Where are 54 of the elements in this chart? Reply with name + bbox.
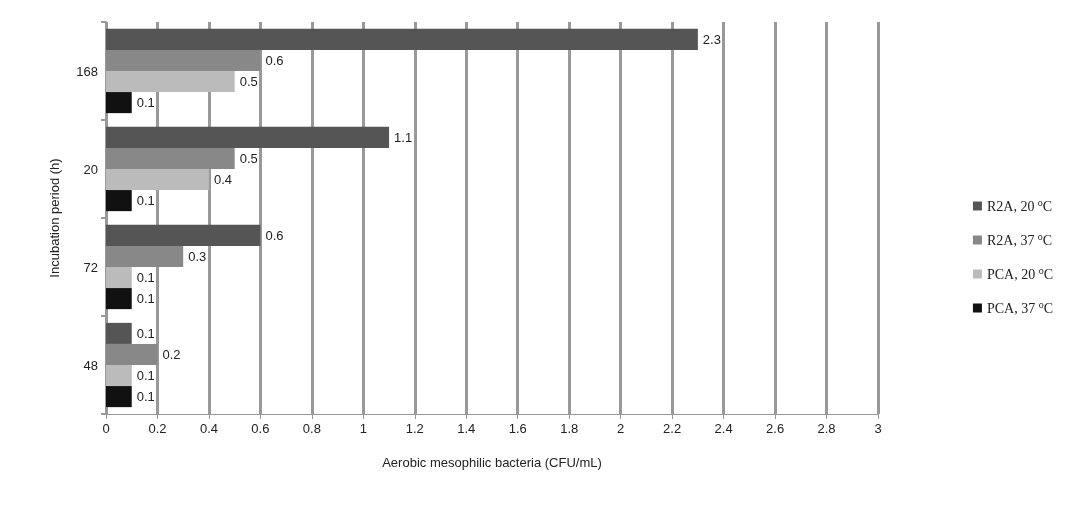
y-tick-label: 168 bbox=[76, 63, 98, 79]
data-label: 0.6 bbox=[265, 52, 284, 68]
x-tick-label: 2 bbox=[617, 421, 625, 436]
x-tick-label: 2.8 bbox=[817, 421, 836, 436]
data-label: 1.1 bbox=[394, 129, 413, 145]
data-label: 0.3 bbox=[188, 248, 207, 264]
bar bbox=[106, 267, 132, 289]
x-tick-label: 0.6 bbox=[251, 421, 270, 436]
bar bbox=[106, 28, 698, 50]
x-tick-label: 1.8 bbox=[560, 421, 579, 436]
data-label: 0.1 bbox=[136, 193, 155, 209]
bar bbox=[106, 322, 132, 344]
y-tick-label: 72 bbox=[83, 259, 98, 275]
bar bbox=[106, 169, 209, 191]
data-label: 0.5 bbox=[239, 74, 258, 90]
data-label: 0.1 bbox=[136, 95, 155, 111]
y-tick-label: 48 bbox=[83, 357, 98, 373]
x-tick-label: 0.2 bbox=[148, 421, 167, 436]
x-axis-title: Aerobic mesophilic bacteria (CFU/mL) bbox=[382, 455, 602, 470]
x-tick-label: 0.4 bbox=[199, 421, 218, 436]
bar bbox=[106, 365, 132, 387]
x-tick-label: 3 bbox=[874, 421, 882, 436]
x-tick-label: 2.4 bbox=[714, 421, 733, 436]
bar bbox=[106, 190, 132, 212]
bar bbox=[106, 49, 261, 71]
data-label: 0.4 bbox=[213, 172, 233, 188]
data-label: 0.1 bbox=[136, 389, 155, 405]
bar bbox=[106, 245, 184, 267]
x-tick-label: 1.4 bbox=[457, 421, 476, 436]
data-label: 2.3 bbox=[702, 31, 721, 47]
bar bbox=[106, 92, 132, 114]
bar bbox=[106, 343, 158, 365]
bar bbox=[106, 147, 235, 169]
data-label: 0.1 bbox=[136, 270, 155, 286]
y-axis-title: Incubation period (h) bbox=[47, 158, 62, 278]
x-tick-label: 1 bbox=[359, 421, 367, 436]
data-label: 0.1 bbox=[136, 291, 155, 307]
data-label: 0.5 bbox=[239, 150, 258, 166]
bar bbox=[106, 71, 235, 93]
bar bbox=[106, 288, 132, 310]
data-label: 0.1 bbox=[136, 368, 155, 384]
x-tick-label: 1.6 bbox=[508, 421, 527, 436]
bar bbox=[106, 224, 261, 246]
bar bbox=[106, 386, 132, 408]
data-label: 0.2 bbox=[162, 346, 181, 362]
data-label: 0.6 bbox=[265, 227, 284, 243]
y-tick-label: 20 bbox=[83, 161, 98, 177]
x-tick-label: 2.6 bbox=[766, 421, 785, 436]
bar bbox=[106, 126, 390, 148]
x-tick-label: 0.8 bbox=[302, 421, 321, 436]
x-tick-label: 0 bbox=[102, 421, 110, 436]
data-label: 0.1 bbox=[136, 325, 155, 341]
x-tick-label: 2.2 bbox=[663, 421, 682, 436]
x-tick-label: 1.2 bbox=[405, 421, 424, 436]
